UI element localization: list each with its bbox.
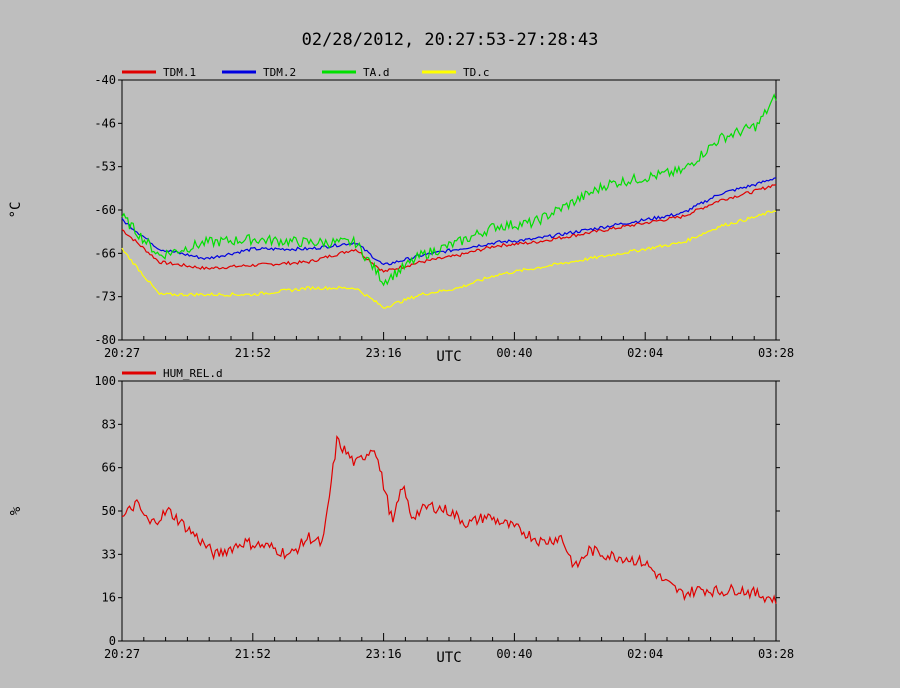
humidity-x-tick-label: 00:40 [496, 647, 532, 661]
temperature-y-tick-label: -60 [94, 203, 116, 217]
humidity-series [121, 434, 777, 604]
humidity-y-tick-label: 100 [94, 374, 116, 388]
humidity-x-tick-label: 02:04 [627, 647, 663, 661]
humidity-panel: % 100 83 66 50 33 16 0 20:27 21:52 23:16 00:40 02:… [8, 367, 794, 666]
temperature-series-line-ta-d [121, 93, 777, 287]
humidity-x-tick-label: 03:28 [758, 647, 794, 661]
temperature-legend-label: TD.c [463, 66, 490, 79]
temperature-x-tick-label: 21:52 [235, 346, 271, 360]
humidity-legend-label: HUM_REL.d [163, 367, 223, 380]
humidity-series-line-hum-rel-d [121, 434, 777, 604]
humidity-y-tick-label: 0 [109, 634, 116, 648]
humidity-plot-frame [121, 380, 777, 642]
temperature-y-tick-label: -80 [94, 333, 116, 347]
temperature-legend-label: TDM.1 [163, 66, 196, 79]
temperature-y-ticks: -40 -46 -53 -60 -66 -73 -80 [94, 73, 780, 347]
humidity-y-tick-label: 50 [102, 504, 116, 518]
temperature-legend: TDM.1 TDM.2 TA.d TD.c [122, 66, 490, 79]
humidity-y-tick-label: 33 [102, 547, 116, 561]
temperature-plot-frame [121, 79, 777, 341]
temperature-series-line-tdm-2 [121, 177, 777, 266]
humidity-y-ticks: 100 83 66 50 33 16 0 [94, 374, 780, 648]
temperature-x-tick-label: 03:28 [758, 346, 794, 360]
temperature-unit-label: °C [8, 202, 24, 219]
humidity-x-tick-label: 20:27 [104, 647, 140, 661]
chart-title: 02/28/2012, 20:27:53-27:28:43 [302, 30, 599, 50]
temperature-x-tick-label: 23:16 [366, 346, 402, 360]
temperature-series-line-td-c [121, 210, 777, 309]
humidity-y-tick-label: 83 [102, 417, 116, 431]
temperature-y-tick-label: -46 [94, 116, 116, 130]
humidity-unit-label: % [8, 506, 24, 515]
temperature-y-tick-label: -66 [94, 246, 116, 260]
humidity-x-tick-label: 23:16 [366, 647, 402, 661]
temperature-x-tick-label: 00:40 [496, 346, 532, 360]
temperature-x-ticks: 20:27 21:52 23:16 00:40 02:04 03:28 [104, 332, 794, 360]
temperature-series [121, 93, 777, 309]
temperature-x-tick-label: 20:27 [104, 346, 140, 360]
temperature-series-line-tdm-1 [121, 184, 777, 273]
humidity-y-tick-label: 16 [102, 591, 116, 605]
temperature-x-axis-label: UTC [436, 349, 461, 365]
temperature-legend-label: TDM.2 [263, 66, 296, 79]
humidity-x-tick-label: 21:52 [235, 647, 271, 661]
temperature-y-tick-label: -53 [94, 160, 116, 174]
temperature-x-tick-label: 02:04 [627, 346, 663, 360]
temperature-panel: °C -40 -46 -53 -60 -66 -73 -80 20:27 21:52 23:16… [8, 66, 794, 365]
temperature-y-tick-label: -73 [94, 290, 116, 304]
humidity-x-axis-label: UTC [436, 650, 461, 666]
temperature-legend-label: TA.d [363, 66, 390, 79]
humidity-x-ticks: 20:27 21:52 23:16 00:40 02:04 03:28 [104, 633, 794, 661]
humidity-y-tick-label: 66 [102, 461, 116, 475]
humidity-legend: HUM_REL.d [122, 367, 223, 380]
temperature-y-tick-label: -40 [94, 73, 116, 87]
